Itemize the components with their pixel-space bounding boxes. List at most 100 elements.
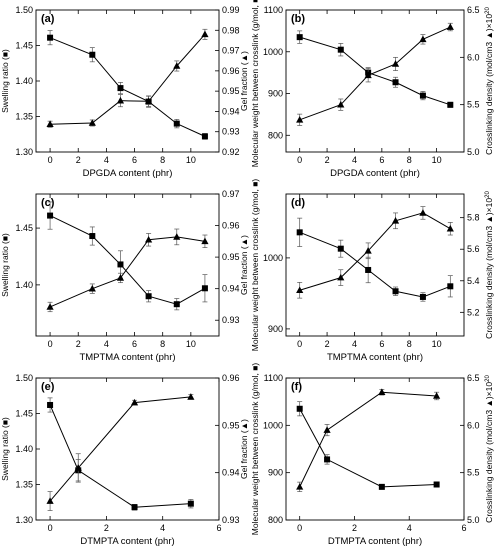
panel-label: (e) [41,381,55,393]
y-right-tick-label: 5.6 [467,244,480,254]
plot-frame [285,193,465,337]
series-line-triangle [50,34,206,125]
y-right-tick-label: 0.94 [222,284,240,294]
data-point-square [419,293,426,300]
x-tick-label: 4 [407,523,412,533]
y-right-tick-label: 5.0 [467,515,480,525]
x-tick-label: 4 [160,523,165,533]
y-left-tick-label: 1.35 [15,480,33,490]
data-point-triangle [74,464,82,471]
data-point-square [447,283,454,290]
data-point-triangle [419,209,427,216]
data-point-square [324,456,331,463]
y-right-axis-label: Crosslinking density (mol/cm3 ▲)×1020 [484,375,494,523]
data-point-square [131,504,138,511]
y-right-tick-label: 5.4 [467,276,480,286]
y-right-tick-label: 5.2 [467,307,480,317]
y-right-axis-label: Gel fraction (▲) [239,419,249,479]
data-point-triangle [187,393,195,400]
y-left-tick-label: 1.35 [15,112,33,122]
data-point-triangle [446,224,454,232]
data-point-square [433,481,440,488]
series-line-square [49,215,206,305]
y-right-axis-label: Gel fraction (▲) [239,235,249,295]
data-point-square [392,288,399,295]
y-left-tick-label: 900 [268,468,283,478]
x-axis-label: DTMPTA content (phr) [328,536,422,547]
y-right-axis-exponent: 20 [485,375,491,382]
x-tick-label: 2 [104,523,109,533]
y-left-tick-label: 800 [268,515,283,525]
data-point-square [145,293,152,300]
x-tick-label: 0 [297,523,302,533]
series-line-triangle [299,26,451,121]
x-tick-label: 6 [379,339,384,349]
data-point-triangle [296,483,304,490]
data-point-triangle [296,286,304,294]
x-tick-label: 2 [352,523,357,533]
data-point-triangle [46,497,54,504]
y-left-tick-label: 1000 [263,420,283,430]
y-right-tick-label: 0.93 [222,515,240,525]
data-point-square [447,101,454,108]
data-point-triangle [446,23,454,30]
x-tick-label: 0 [48,155,53,165]
series-line-triangle [49,396,191,502]
data-point-square [201,285,208,292]
data-point-triangle [378,388,386,395]
y-right-axis-exponent: 20 [485,7,491,14]
y-right-axis-label: Gel fraction (▲) [239,51,249,111]
y-right-tick-label: 6.5 [467,5,480,15]
data-point-square [89,51,96,58]
series-line-square [49,404,191,508]
data-point-square [337,245,344,252]
y-right-axis-label: Crosslinking density (mol/cm3 ▲)×1020 [484,191,494,339]
x-tick-label: 2 [325,339,330,349]
y-left-axis-label: Molecular weight between crosslink (g/mo… [250,0,260,167]
data-point-triangle [88,284,96,292]
data-point-triangle [337,100,345,108]
x-tick-label: 6 [461,523,466,533]
data-point-triangle [116,96,125,104]
y-right-tick-label: 0.94 [222,106,240,116]
y-right-tick-label: 0.96 [222,66,240,76]
panel-label: (c) [41,197,55,209]
x-tick-label: 2 [76,339,81,349]
data-point-square [47,401,54,408]
y-left-tick-label: 1.45 [15,223,33,233]
y-left-axis-label: Swelling ratio (■) [0,233,10,297]
y-right-tick-label: 5.8 [467,213,480,223]
y-left-tick-label: 800 [268,130,283,140]
y-right-tick-label: 0.94 [222,468,240,478]
data-point-triangle [88,119,96,126]
data-point-triangle [46,120,54,128]
x-tick-label: 0 [48,523,53,533]
data-point-triangle [145,235,153,243]
x-axis-label: DPGDA content (phr) [83,168,173,179]
data-point-square [365,266,372,273]
x-tick-label: 4 [104,339,109,349]
data-point-triangle [201,30,209,38]
y-left-tick-label: 900 [268,89,283,99]
chart-panel-b: 0 2 4 6 8 10 800 900 1000 1100 5.0 5.5 6.0 6.5 DPGDA c… [250,0,494,179]
series-line-square [49,37,206,137]
series-line-triangle [299,391,437,488]
y-left-tick-label: 1.45 [15,41,33,51]
data-point-square [378,483,385,490]
y-right-tick-label: 0.96 [222,221,240,231]
y-right-tick-label: 0.93 [222,315,240,325]
x-tick-label: 6 [216,523,221,533]
plot-frame [35,193,220,337]
y-left-tick-label: 1.30 [15,147,33,157]
x-tick-label: 8 [407,339,412,349]
y-right-tick-label: 0.92 [222,147,240,157]
series-line-triangle [299,212,451,291]
y-left-tick-label: 1000 [263,47,283,57]
data-point-square [337,46,344,53]
x-tick-label: 0 [297,339,302,349]
y-right-tick-label: 6.0 [467,52,480,62]
panel-label: (a) [41,13,55,25]
y-right-axis-exponent: 20 [485,191,491,198]
data-point-triangle [145,97,153,105]
y-right-tick-label: 5.5 [467,100,480,110]
